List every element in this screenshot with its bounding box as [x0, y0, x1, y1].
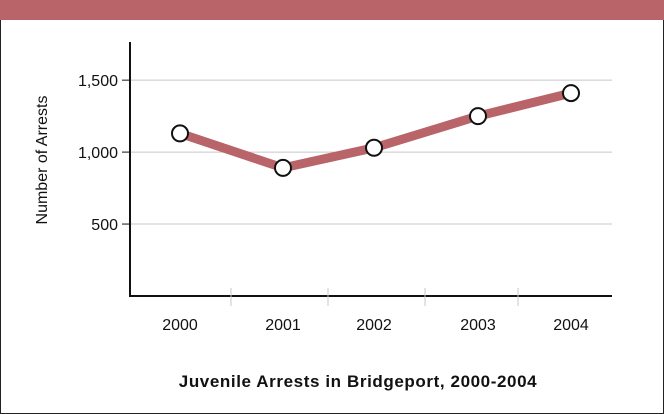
- y-tick-label: 500: [91, 217, 118, 234]
- axes: [129, 42, 612, 297]
- chart-title: Juvenile Arrests in Bridgeport, 2000-200…: [179, 372, 537, 391]
- header-bar: [0, 0, 664, 20]
- x-tick-label: 2004: [553, 317, 589, 334]
- data-point-2002: [365, 138, 383, 157]
- y-tick-label: 1,000: [78, 145, 118, 162]
- y-tick-labels: 500 1,000 1,500: [78, 73, 118, 234]
- x-tick-label: 2002: [356, 317, 392, 334]
- y-tick-label: 1,500: [78, 73, 118, 90]
- data-point-2001: [274, 158, 292, 177]
- x-tick-label: 2003: [460, 317, 496, 334]
- data-point-2004: [562, 84, 580, 103]
- y-axis-title: Number of Arrests: [34, 96, 51, 225]
- series: [175, 88, 576, 173]
- markers: [171, 84, 580, 177]
- series-line: [175, 88, 576, 173]
- x-tick-label: 2000: [162, 317, 198, 334]
- data-point-2000: [171, 124, 189, 143]
- x-tick-labels: 2000 2001 2002 2003 2004: [162, 288, 589, 334]
- data-point-2003: [469, 107, 487, 126]
- x-tick-label: 2001: [265, 317, 301, 334]
